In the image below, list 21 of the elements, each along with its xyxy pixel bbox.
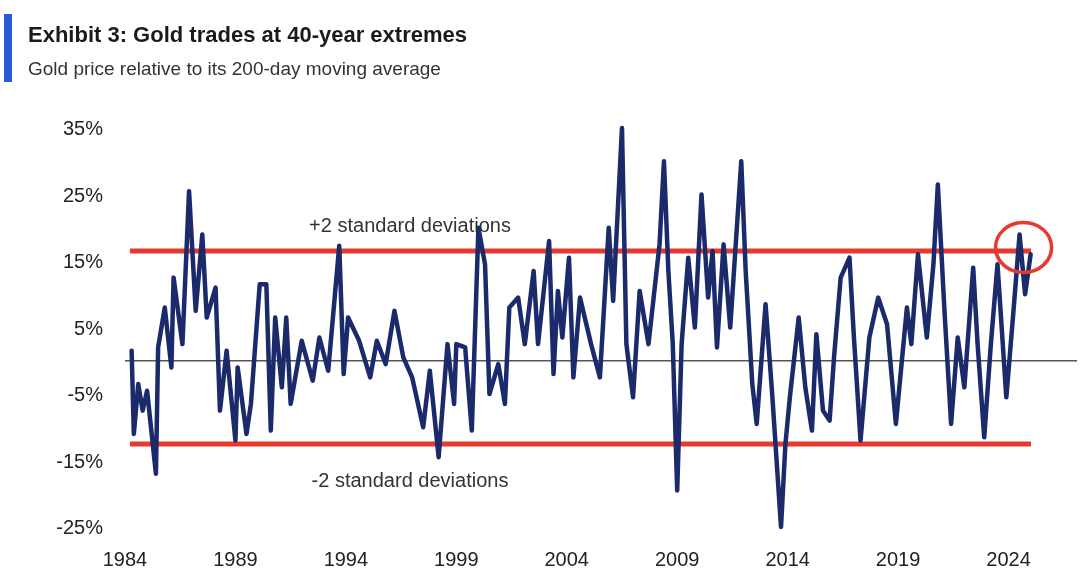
x-tick-label: 2014	[765, 548, 810, 570]
y-tick-label: -15%	[56, 449, 104, 472]
chart-subtitle: Gold price relative to its 200-day moving average	[28, 58, 441, 79]
x-tick-label: 1994	[323, 548, 369, 570]
x-tick-label: 2004	[544, 548, 590, 570]
chart-title: Exhibit 3: Gold trades at 40-year extremes	[28, 22, 467, 47]
x-tick-label: 2019	[875, 548, 921, 570]
line-series	[129, 125, 1033, 530]
y-tick-label: -25%	[56, 516, 104, 538]
ref-line-label: -2 standard deviations	[311, 468, 509, 491]
x-tick-label: 2009	[654, 548, 700, 570]
x-tick-label: 1999	[434, 548, 479, 570]
x-tick-label: 1984	[102, 548, 148, 570]
ref-line-label: +2 standard deviations	[309, 214, 511, 237]
y-tick-label: 15%	[62, 250, 104, 272]
y-tick-label: -5%	[67, 383, 104, 405]
y-tick-label: 25%	[62, 183, 104, 206]
y-tick-label: 35%	[62, 117, 104, 139]
x-tick-label: 1989	[213, 548, 258, 570]
y-tick-label: 5%	[74, 316, 104, 339]
x-tick-label: 2024	[986, 548, 1031, 570]
